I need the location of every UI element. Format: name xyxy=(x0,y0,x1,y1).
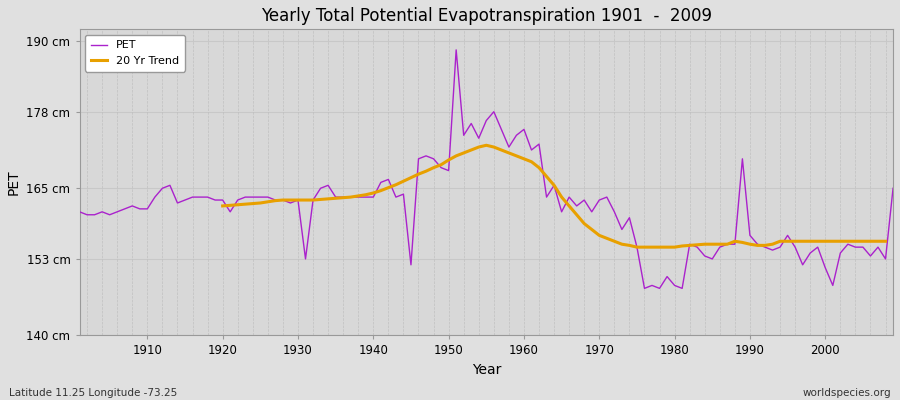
Line: PET: PET xyxy=(79,50,893,288)
20 Yr Trend xyxy=(563,204,574,208)
PET xyxy=(451,48,462,52)
PET xyxy=(74,210,85,214)
Line: 20 Yr Trend: 20 Yr Trend xyxy=(222,145,886,247)
PET xyxy=(526,148,537,152)
PET xyxy=(518,127,529,132)
20 Yr Trend xyxy=(481,143,491,148)
PET xyxy=(300,256,310,261)
20 Yr Trend xyxy=(217,204,228,208)
Y-axis label: PET: PET xyxy=(7,170,21,195)
20 Yr Trend xyxy=(285,198,296,202)
PET xyxy=(616,227,627,232)
Text: worldspecies.org: worldspecies.org xyxy=(803,388,891,398)
20 Yr Trend xyxy=(880,239,891,244)
20 Yr Trend xyxy=(353,194,364,198)
PET xyxy=(346,195,356,200)
20 Yr Trend xyxy=(632,245,643,250)
20 Yr Trend xyxy=(820,239,831,244)
PET xyxy=(134,206,145,211)
20 Yr Trend xyxy=(473,145,484,150)
PET xyxy=(639,286,650,291)
Title: Yearly Total Potential Evapotranspiration 1901  -  2009: Yearly Total Potential Evapotranspiratio… xyxy=(261,7,712,25)
Text: Latitude 11.25 Longitude -73.25: Latitude 11.25 Longitude -73.25 xyxy=(9,388,177,398)
Legend: PET, 20 Yr Trend: PET, 20 Yr Trend xyxy=(86,35,184,72)
PET xyxy=(887,186,898,191)
X-axis label: Year: Year xyxy=(472,363,501,377)
20 Yr Trend xyxy=(300,198,310,202)
